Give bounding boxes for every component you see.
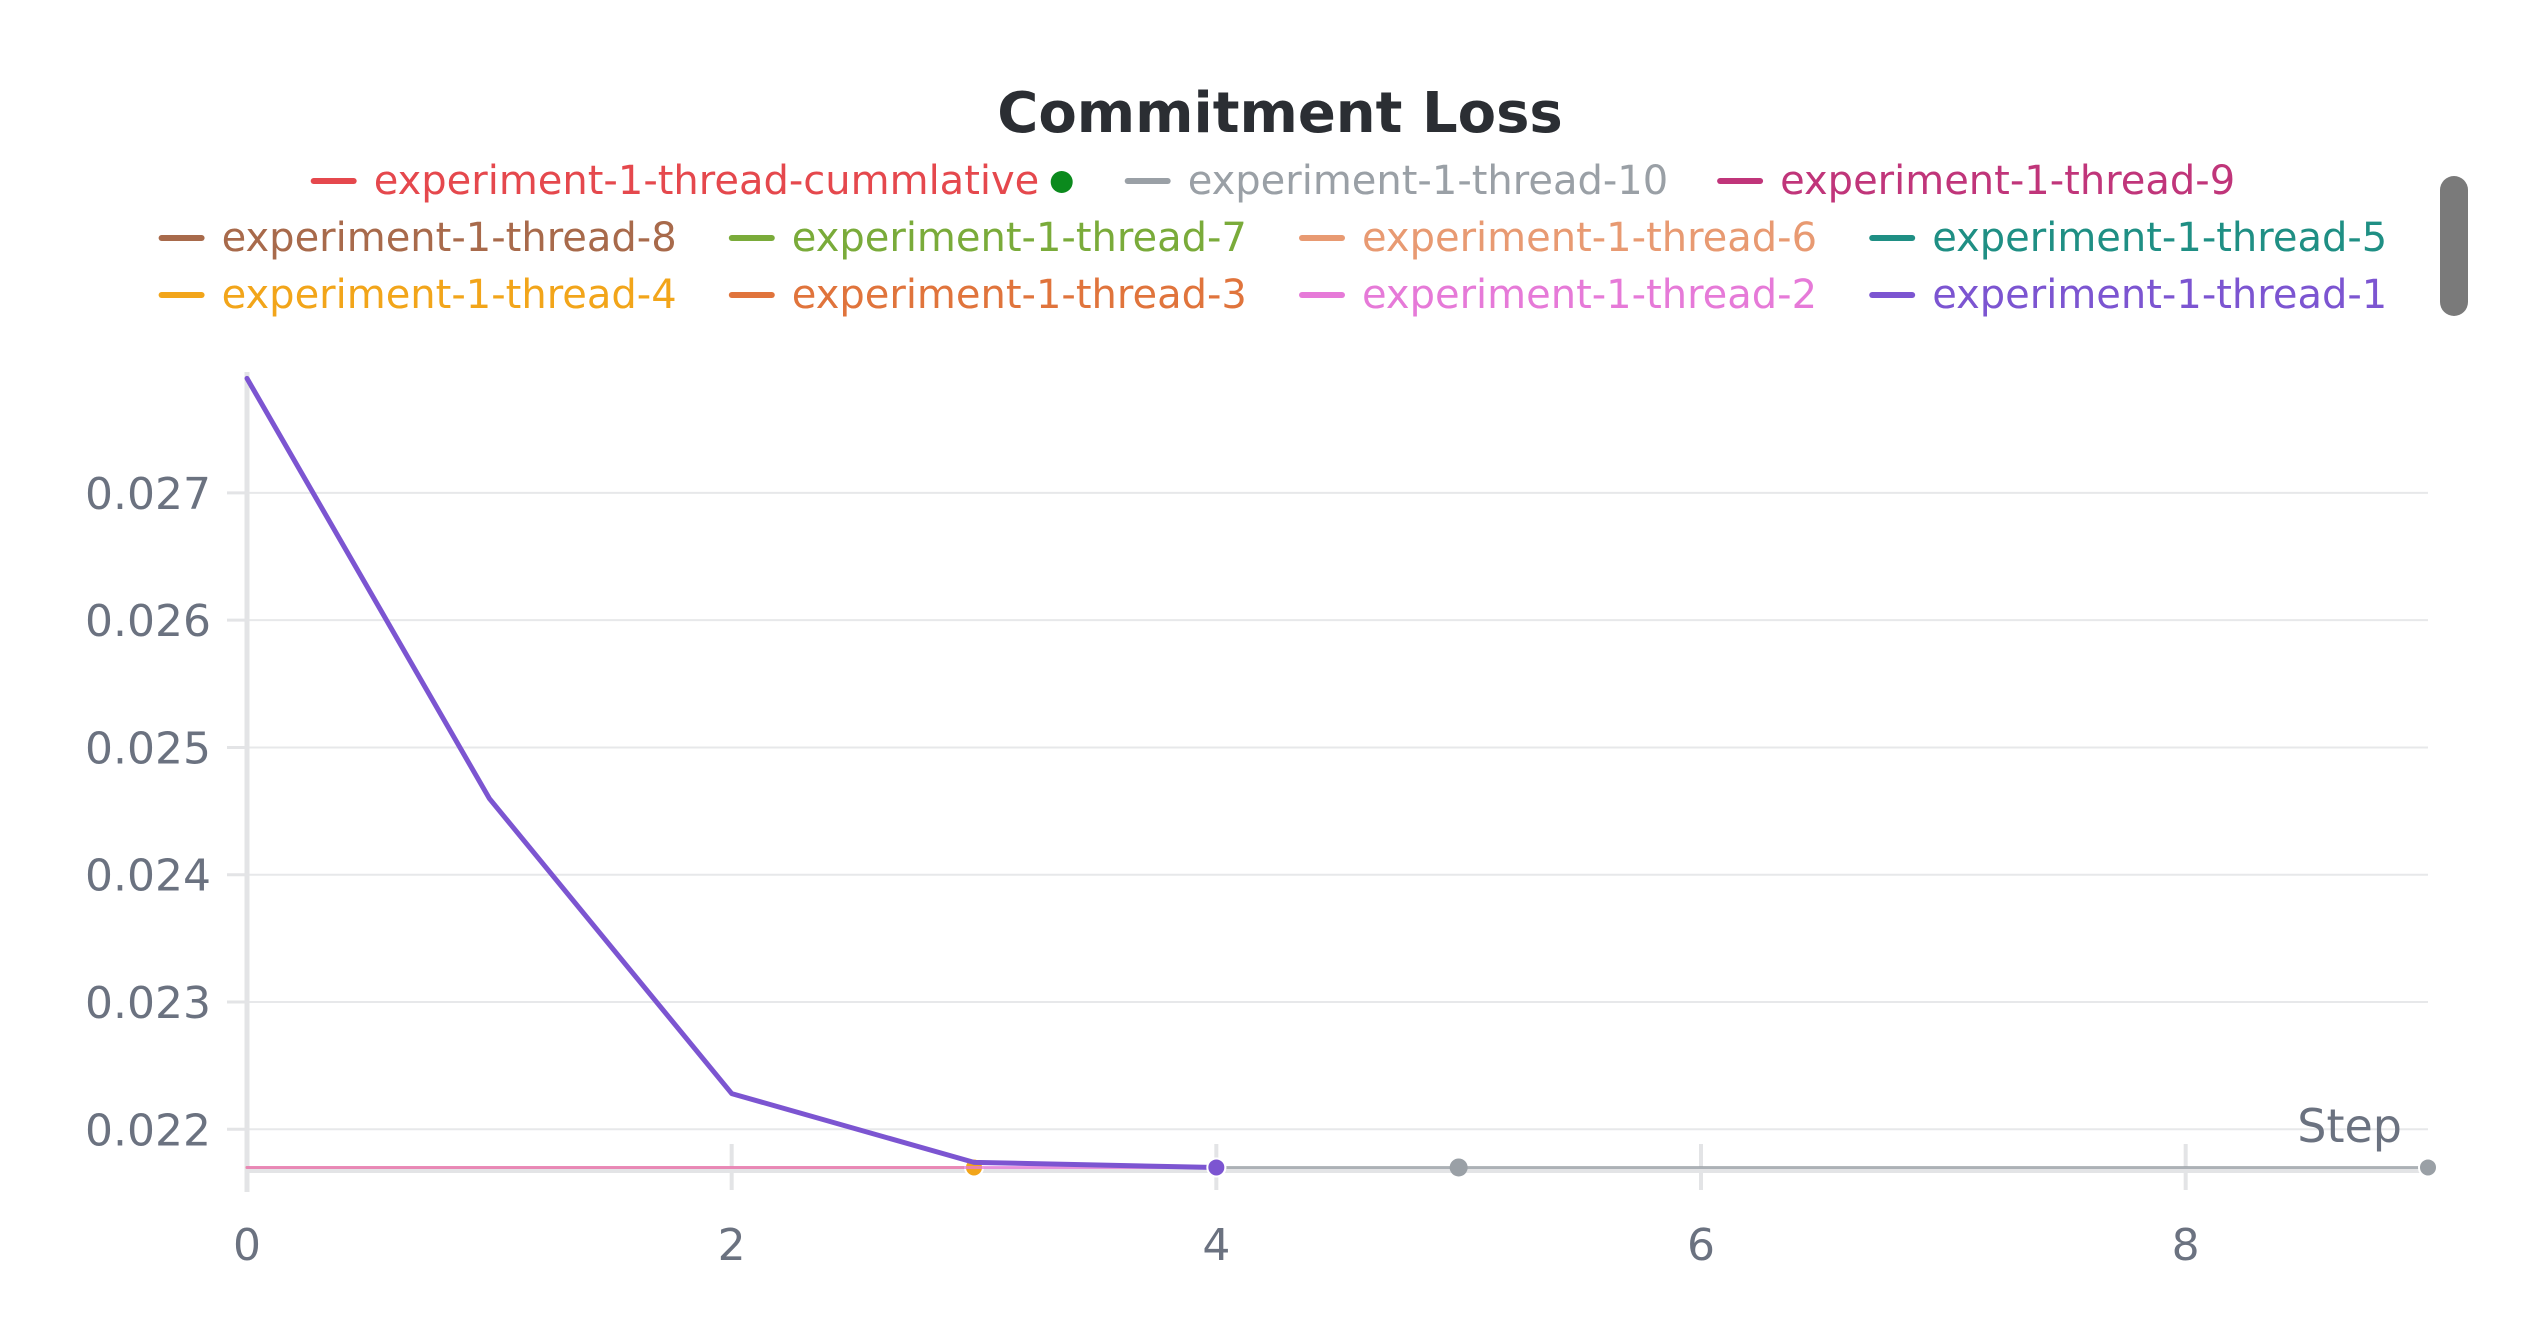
series-marker [1449, 1158, 1468, 1177]
legend-item[interactable]: experiment-1-thread-4 [158, 272, 677, 318]
legend-item[interactable]: experiment-1-thread-10 [1124, 158, 1669, 204]
legend-label: experiment-1-thread-10 [1188, 158, 1669, 204]
legend-scrollbar-handle[interactable] [2440, 176, 2468, 316]
legend-label: experiment-1-thread-3 [792, 272, 1247, 318]
y-tick-label: 0.027 [85, 469, 211, 520]
series-end-point [2418, 1157, 2438, 1178]
legend-item[interactable]: experiment-1-thread-cummlative [310, 158, 1073, 204]
legend-active-dot [1050, 171, 1073, 193]
series-end-point [1206, 1157, 1227, 1178]
legend-label: experiment-1-thread-9 [1780, 158, 2235, 204]
y-tick-label: 0.026 [85, 596, 211, 647]
y-tick-label: 0.024 [85, 851, 211, 902]
plot-area [244, 375, 2438, 1178]
x-tick-label: 2 [718, 1220, 746, 1271]
legend-label: experiment-1-thread-6 [1362, 215, 1817, 261]
legend-item[interactable]: experiment-1-thread-9 [1717, 158, 2235, 204]
y-tick-label: 0.022 [85, 1105, 211, 1156]
legend-item[interactable]: experiment-1-thread-5 [1869, 215, 2387, 261]
y-tick-label: 0.023 [85, 978, 211, 1029]
axes: 0.022 0.023 0.024 0.025 0.026 0.027 0 2 4 6 8 [85, 372, 2428, 1271]
legend-label: experiment-1-thread-4 [222, 272, 677, 318]
x-tick-label: 4 [1202, 1220, 1230, 1271]
legend-label: experiment-1-thread-5 [1932, 215, 2387, 261]
legend-label: experiment-1-thread-1 [1932, 272, 2387, 318]
legend-item[interactable]: experiment-1-thread-1 [1869, 272, 2387, 318]
legend-item[interactable]: experiment-1-thread-6 [1299, 215, 1817, 261]
series-line [244, 375, 1219, 1170]
x-tick-label: 0 [233, 1220, 261, 1271]
legend-item[interactable]: experiment-1-thread-7 [728, 215, 1247, 261]
legend-label: experiment-1-thread-2 [1362, 272, 1817, 318]
legend-label: experiment-1-thread-8 [222, 215, 677, 261]
chart-title: Commitment Loss [997, 81, 1563, 146]
legend: experiment-1-thread-cummlative experiment… [158, 158, 2387, 318]
legend-item[interactable]: experiment-1-thread-8 [158, 215, 677, 261]
grid-lines [247, 491, 2428, 1131]
x-tick-label: 6 [1687, 1220, 1715, 1271]
legend-label: experiment-1-thread-7 [792, 215, 1247, 261]
x-tick-label: 8 [2172, 1220, 2200, 1271]
legend-item[interactable]: experiment-1-thread-3 [728, 272, 1247, 318]
legend-label: experiment-1-thread-cummlative [374, 158, 1040, 204]
legend-item[interactable]: experiment-1-thread-2 [1299, 272, 1817, 318]
y-tick-label: 0.025 [85, 723, 211, 774]
x-axis-title: Step [2297, 1099, 2402, 1153]
